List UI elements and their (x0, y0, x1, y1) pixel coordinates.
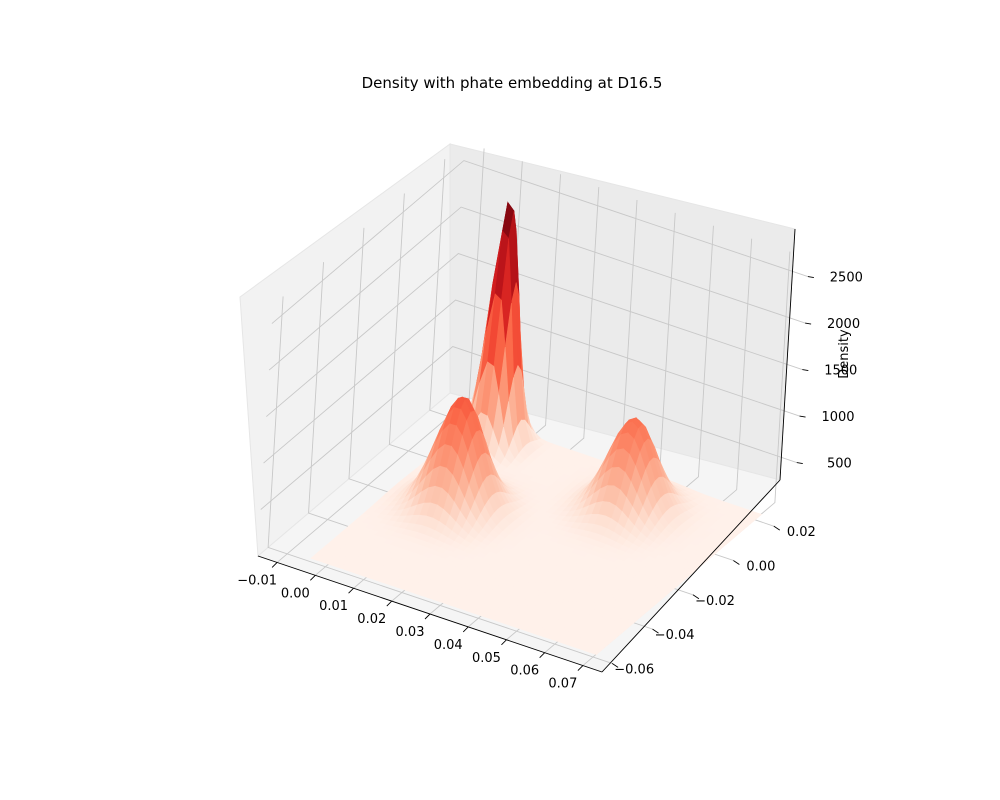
y-tick-label: 0.02 (787, 525, 816, 540)
z-tick-label: 2000 (827, 317, 860, 332)
y-axis: −0.06 −0.04 −0.02 0.00 0.02 (601, 479, 816, 677)
z-tick-mark (796, 462, 803, 464)
chart-title: Density with phate embedding at D16.5 (362, 74, 663, 92)
z-gridline (268, 206, 806, 371)
z-axis: 500 1000 1500 2000 2500 (779, 228, 863, 481)
x-tick-label: 0.03 (396, 625, 425, 640)
density-surface (310, 201, 763, 655)
z-tick-label: 2500 (830, 271, 863, 286)
x-tick-label: 0.07 (548, 677, 577, 692)
y-tick-mark (773, 525, 781, 531)
x-tick-mark (539, 652, 545, 658)
x-axis: −0.01 0.00 0.01 0.02 0.03 0.04 0.05 0.06 0.07 (237, 555, 603, 692)
x-tick-label: 0.02 (357, 612, 386, 627)
z-gridline (266, 253, 803, 417)
z-axis-label: Density (837, 329, 852, 379)
z-axis-line (779, 228, 796, 481)
y-tick-mark (611, 663, 619, 668)
y-tick-mark (692, 594, 700, 600)
z-gridline (263, 299, 800, 464)
x-tick-label: 0.06 (510, 664, 539, 679)
x-tick-mark (271, 562, 278, 568)
x-tick-mark (501, 639, 507, 646)
z-gridline (271, 160, 809, 324)
x-tick-label: 0.00 (281, 586, 310, 601)
x-tick-label: 0.05 (472, 651, 501, 666)
z-tick-label: 1000 (821, 410, 854, 425)
y-gridline (267, 296, 613, 664)
x-tick-mark (310, 575, 316, 581)
z-tick-label: 500 (827, 457, 852, 472)
x-tick-mark (577, 665, 584, 671)
z-tick-label: 1500 (824, 364, 857, 379)
x-tick-label: −0.01 (237, 573, 277, 588)
y-axis-line (601, 479, 781, 673)
y-tick-label: −0.02 (695, 594, 735, 609)
z-gridline (260, 346, 797, 510)
x-tick-label: 0.04 (434, 638, 463, 653)
x-tick-mark (424, 613, 431, 620)
x-tick-label: 0.01 (319, 599, 348, 614)
y-tick-label: −0.04 (655, 628, 695, 643)
y-tick-label: 0.00 (746, 559, 775, 574)
x-tick-mark (348, 587, 354, 594)
z-tick-mark (807, 276, 814, 279)
y-tick-label: −0.06 (614, 662, 654, 677)
y-tick-mark (652, 628, 659, 634)
z-tick-mark (802, 369, 809, 371)
z-tick-mark (805, 322, 812, 325)
x-tick-mark (462, 626, 469, 633)
surface-patch (589, 648, 601, 655)
x-tick-mark (386, 600, 393, 607)
y-tick-mark (733, 560, 740, 565)
z-tick-mark (799, 415, 806, 418)
